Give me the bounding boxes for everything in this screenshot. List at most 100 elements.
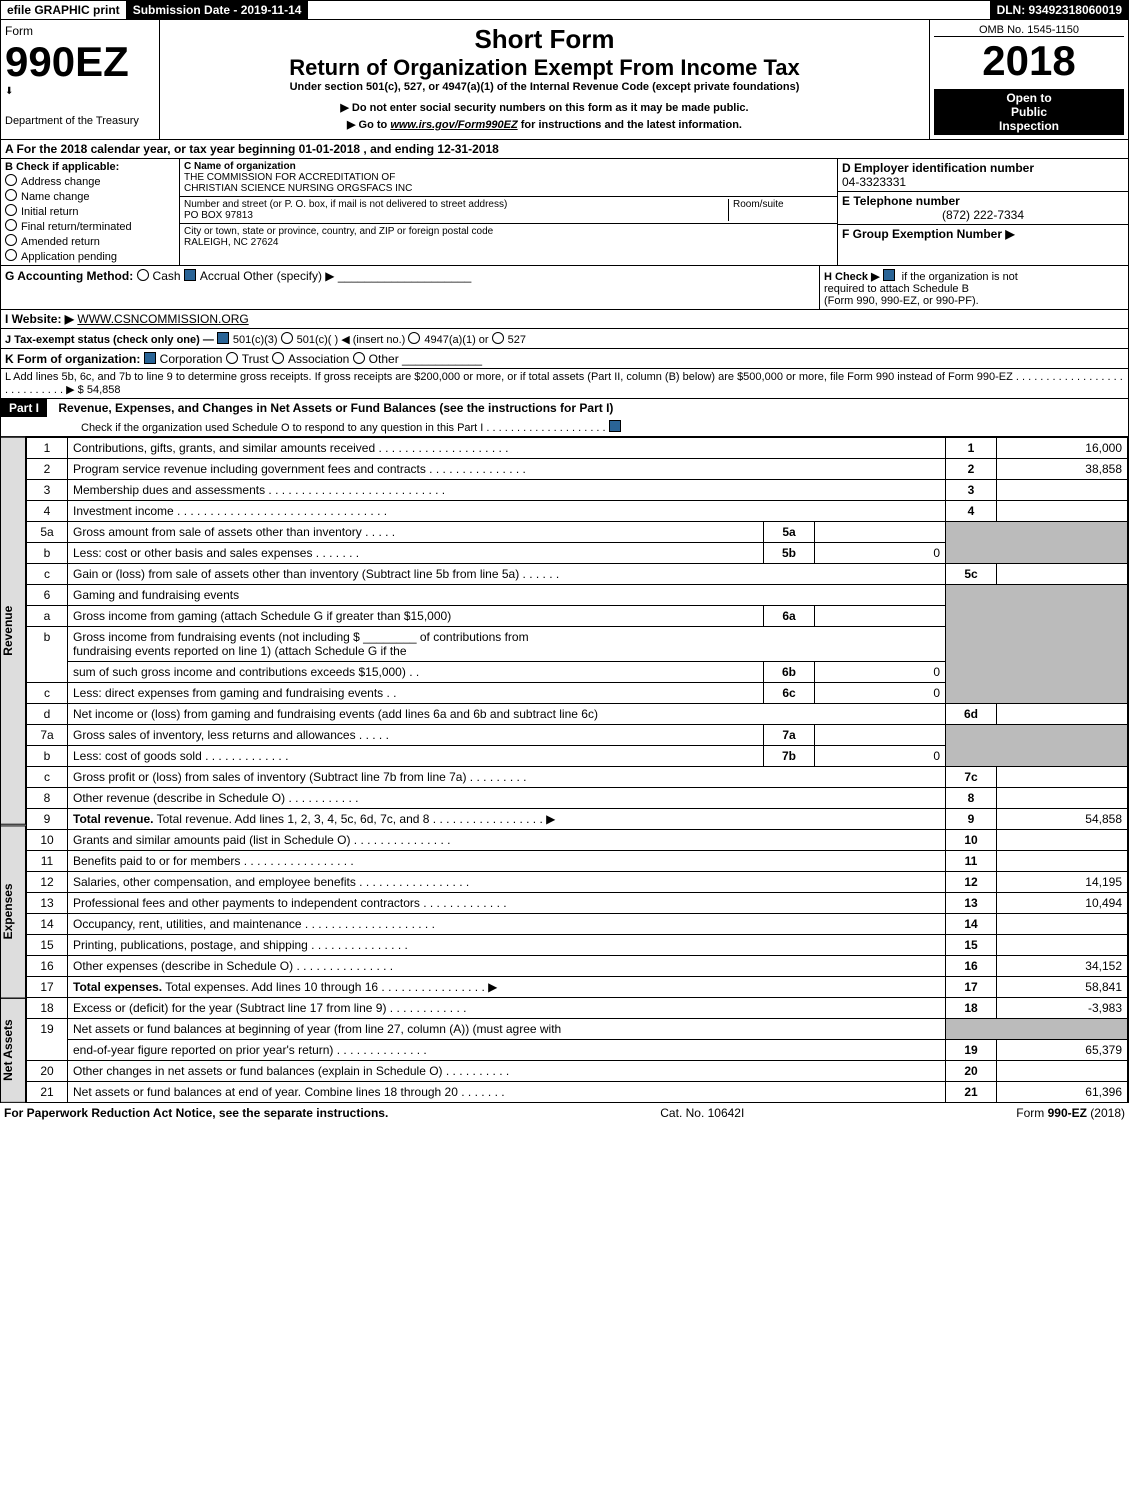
top-bar: efile GRAPHIC print Submission Date - 20… [0, 0, 1129, 20]
period-row: A For the 2018 calendar year, or tax yea… [0, 140, 1129, 159]
tax-year: 2018 [934, 37, 1124, 85]
page-footer: For Paperwork Reduction Act Notice, see … [0, 1103, 1129, 1123]
dept-label: Department of the Treasury [5, 115, 155, 127]
j-label: J Tax-exempt status (check only one) — [5, 334, 214, 346]
line-4: 4 Investment income . . . . . . . . . . … [27, 501, 1128, 522]
tel-value: (872) 222-7334 [842, 208, 1124, 222]
revenue-sidelabel: Revenue [1, 437, 26, 825]
k-label: K Form of organization: [5, 352, 140, 366]
goto-note: ▶ Go to www.irs.gov/Form990EZ for instru… [168, 118, 921, 131]
initial-return-opt[interactable]: Initial return [5, 203, 175, 218]
part1-checkbox[interactable] [609, 420, 621, 432]
name-change-opt[interactable]: Name change [5, 188, 175, 203]
line-14: 14Occupancy, rent, utilities, and mainte… [27, 914, 1128, 935]
part1-header: Part I Revenue, Expenses, and Changes in… [0, 399, 1129, 437]
j-row: J Tax-exempt status (check only one) — 5… [0, 329, 1129, 349]
org-name-2: CHRISTIAN SCIENCE NURSING ORGSFACS INC [184, 183, 412, 194]
city-value: RALEIGH, NC 27624 [184, 237, 279, 248]
line-15: 15Printing, publications, postage, and s… [27, 935, 1128, 956]
line-13: 13Professional fees and other payments t… [27, 893, 1128, 914]
j-opt1[interactable]: 501(c)(3) [217, 334, 278, 346]
line-2: 2 Program service revenue including gove… [27, 459, 1128, 480]
street-label: Number and street (or P. O. box, if mail… [184, 199, 507, 210]
download-icon[interactable]: ⬇ [5, 86, 155, 97]
open-to-public: Open to Public Inspection [934, 89, 1124, 135]
h-label: H Check ▶ [824, 271, 880, 283]
j-opt3[interactable]: 4947(a)(1) or [408, 334, 488, 346]
line-5a: 5a Gross amount from sale of assets othe… [27, 522, 1128, 543]
k-other[interactable]: Other [353, 352, 399, 366]
org-name-1: THE COMMISSION FOR ACCREDITATION OF [184, 172, 395, 183]
line-21: 21Net assets or fund balances at end of … [27, 1082, 1128, 1103]
application-pending-opt[interactable]: Application pending [5, 248, 175, 263]
l-row: L Add lines 5b, 6c, and 7b to line 9 to … [0, 369, 1129, 399]
h-checkbox[interactable] [883, 269, 895, 281]
website-url[interactable]: WWW.CSNCOMMISSION.ORG [77, 312, 248, 326]
h-text1: if the organization is not [902, 271, 1018, 283]
line-11: 11Benefits paid to or for members . . . … [27, 851, 1128, 872]
line-6d: d Net income or (loss) from gaming and f… [27, 704, 1128, 725]
return-title: Return of Organization Exempt From Incom… [168, 55, 921, 81]
irs-link[interactable]: www.irs.gov/Form990EZ [390, 119, 517, 131]
line-19b: end-of-year figure reported on prior yea… [27, 1040, 1128, 1061]
ein-value: 04-3323331 [842, 175, 906, 189]
footer-right: Form 990-EZ (2018) [1016, 1106, 1125, 1120]
part1-table-wrapper: Revenue Expenses Net Assets 1 Contributi… [0, 437, 1129, 1103]
period-begin: 01-01-2018 [299, 142, 360, 156]
subtitle: Under section 501(c), 527, or 4947(a)(1)… [168, 81, 921, 93]
period-end: 12-31-2018 [437, 142, 498, 156]
lines-table: 1 Contributions, gifts, grants, and simi… [26, 437, 1128, 1103]
j-opt4[interactable]: 527 [492, 334, 526, 346]
g-accrual[interactable]: Accrual [184, 269, 240, 283]
g-cash[interactable]: Cash [137, 269, 181, 283]
j-opt2[interactable]: 501(c)( ) ◀ (insert no.) [281, 334, 406, 346]
g-label: G Accounting Method: [5, 269, 133, 283]
section-b: B Check if applicable: Address change Na… [1, 159, 180, 265]
line-7c: c Gross profit or (loss) from sales of i… [27, 767, 1128, 788]
line-17: 17Total expenses. Total expenses. Add li… [27, 977, 1128, 998]
k-assoc[interactable]: Association [272, 352, 349, 366]
g-other[interactable]: Other (specify) ▶ [243, 269, 334, 283]
line-12: 12Salaries, other compensation, and empl… [27, 872, 1128, 893]
bcdef-row: B Check if applicable: Address change Na… [0, 159, 1129, 266]
form-number: 990EZ [5, 38, 155, 86]
i-label: I Website: ▶ [5, 312, 74, 326]
city-label: City or town, state or province, country… [184, 226, 493, 237]
k-row: K Form of organization: Corporation Trus… [0, 349, 1129, 369]
part1-title: Revenue, Expenses, and Changes in Net As… [50, 401, 613, 415]
footer-mid: Cat. No. 10642I [660, 1106, 744, 1120]
group-exempt-label: F Group Exemption Number ▶ [842, 227, 1015, 241]
part1-check-line: Check if the organization used Schedule … [81, 422, 606, 434]
line-5c: c Gain or (loss) from sale of assets oth… [27, 564, 1128, 585]
ssn-note: ▶ Do not enter social security numbers o… [168, 101, 921, 114]
dln-label: DLN: 93492318060019 [991, 1, 1128, 19]
omb-label: OMB No. 1545-1150 [934, 24, 1124, 37]
address-change-opt[interactable]: Address change [5, 173, 175, 188]
ein-label: D Employer identification number [842, 161, 1034, 175]
line-9: 9 Total revenue. Total revenue. Add line… [27, 809, 1128, 830]
tel-label: E Telephone number [842, 194, 960, 208]
k-trust[interactable]: Trust [226, 352, 269, 366]
k-corp[interactable]: Corporation [144, 352, 223, 366]
line-18: 18Excess or (deficit) for the year (Subt… [27, 998, 1128, 1019]
line-6: 6 Gaming and fundraising events [27, 585, 1128, 606]
amended-return-opt[interactable]: Amended return [5, 233, 175, 248]
section-c: C Name of organization THE COMMISSION FO… [180, 159, 837, 265]
short-form-title: Short Form [168, 24, 921, 55]
footer-left: For Paperwork Reduction Act Notice, see … [4, 1106, 388, 1120]
l-text: L Add lines 5b, 6c, and 7b to line 9 to … [5, 371, 1123, 396]
form-word: Form [5, 24, 155, 38]
form-header: Form 990EZ ⬇ Department of the Treasury … [0, 20, 1129, 140]
line-1: 1 Contributions, gifts, grants, and simi… [27, 438, 1128, 459]
section-def: D Employer identification number 04-3323… [837, 159, 1128, 265]
h-text2: required to attach Schedule B [824, 283, 969, 295]
room-label: Room/suite [733, 199, 784, 210]
efile-label[interactable]: efile GRAPHIC print [1, 1, 127, 19]
c-label: C Name of organization [184, 161, 296, 172]
period-prefix: A For the 2018 calendar year, or tax yea… [5, 142, 299, 156]
period-mid: , and ending [363, 142, 437, 156]
line-7a: 7a Gross sales of inventory, less return… [27, 725, 1128, 746]
final-return-opt[interactable]: Final return/terminated [5, 218, 175, 233]
line-10: 10Grants and similar amounts paid (list … [27, 830, 1128, 851]
netassets-sidelabel: Net Assets [1, 998, 26, 1103]
